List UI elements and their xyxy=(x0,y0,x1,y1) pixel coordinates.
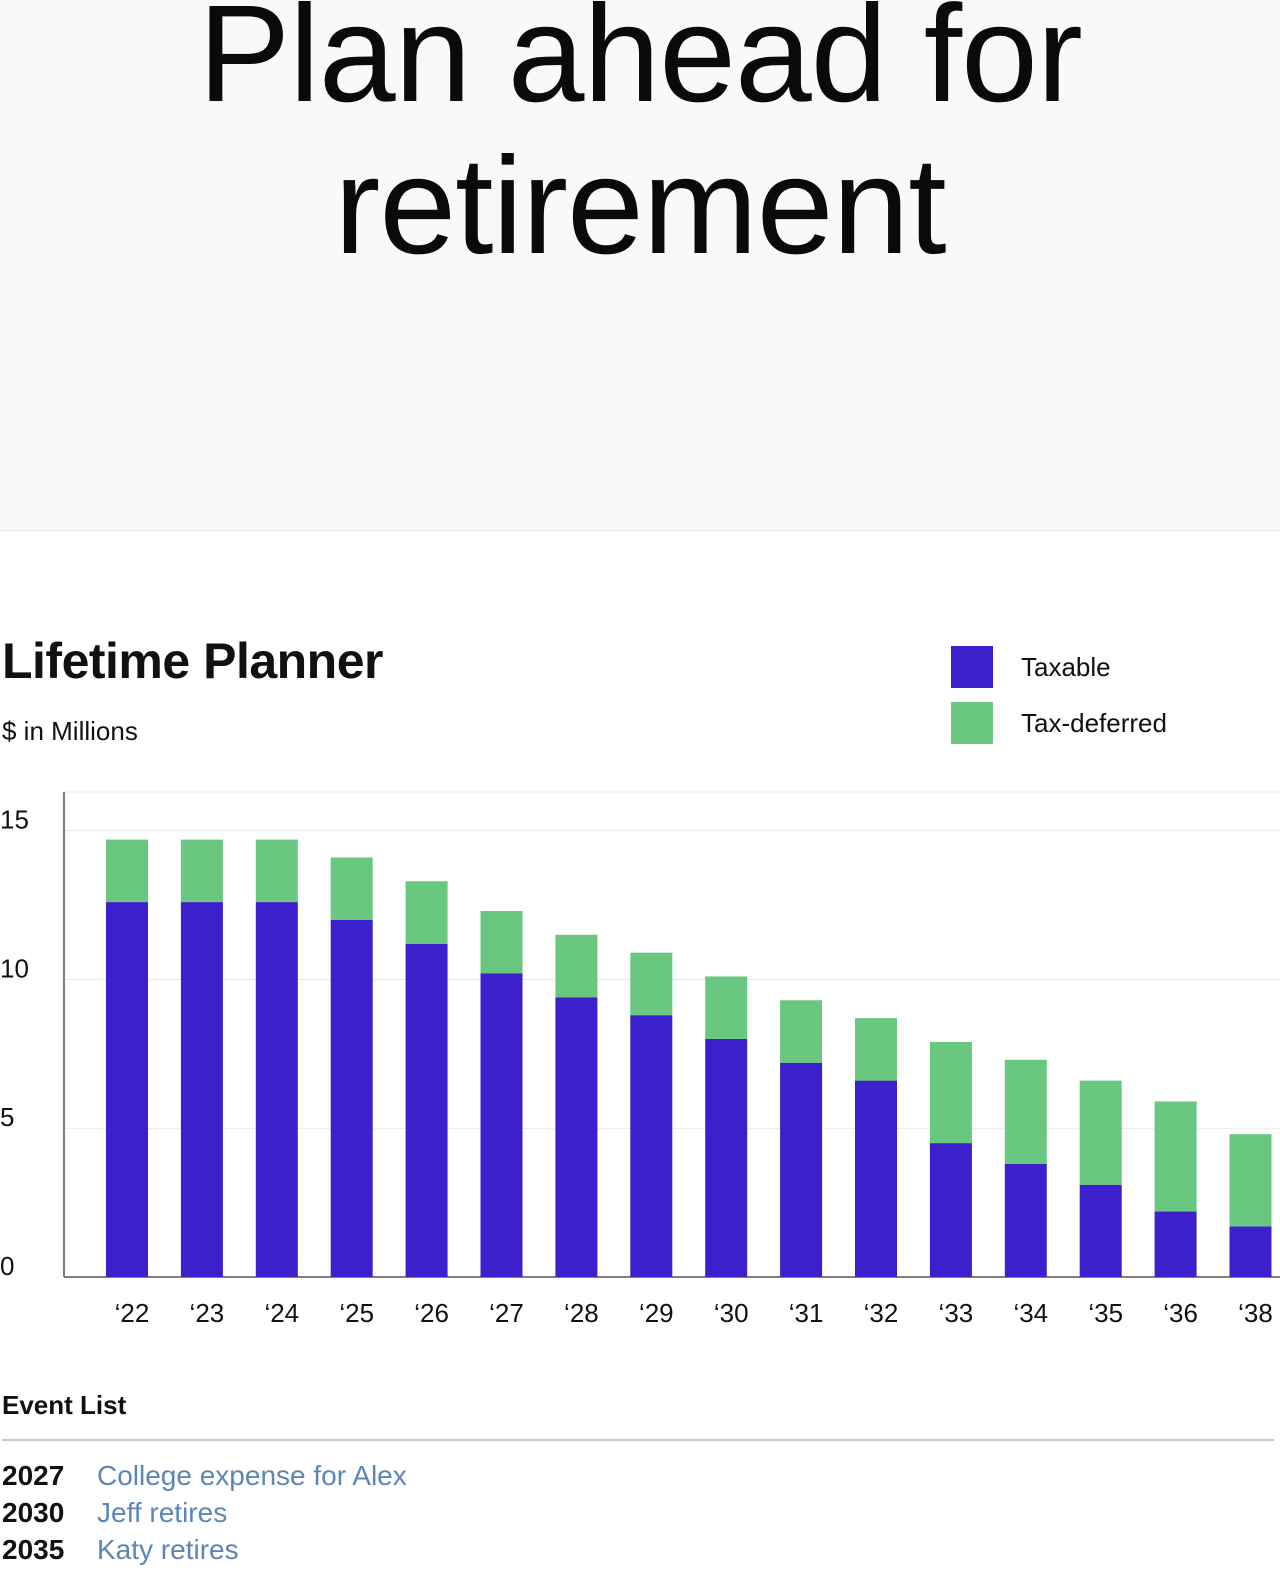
y-tick-label: 0 xyxy=(0,1251,14,1281)
event-list-divider xyxy=(2,1439,1274,1441)
legend-item-tax-deferred: Tax-deferred xyxy=(951,702,1271,746)
bar-tax-deferred xyxy=(855,1018,897,1081)
hero-title-line-1: Plan ahead for xyxy=(198,0,1083,131)
x-tick-label: ‘23 xyxy=(190,1298,225,1328)
stacked-bar-chart: 0 5 10 15 ‘22 ‘23 ‘24 ‘25 ‘26 ‘27 ‘28 ‘29 ‘30 ‘31 ‘32 ‘… xyxy=(0,791,1280,1328)
bar-taxable xyxy=(1154,1211,1197,1277)
bar-taxable xyxy=(480,973,523,1277)
x-tick-label: ‘33 xyxy=(939,1298,974,1328)
bar-taxable xyxy=(106,902,148,1277)
bar-tax-deferred xyxy=(106,839,148,903)
bar-tax-deferred xyxy=(780,1000,823,1063)
bar-taxable xyxy=(405,943,448,1277)
bar-taxable xyxy=(330,919,373,1277)
bar-tax-deferred xyxy=(929,1041,972,1144)
bar-taxable xyxy=(255,902,298,1277)
hero-title: Plan ahead for retirement xyxy=(0,0,1280,282)
bar-taxable xyxy=(705,1038,748,1277)
event-list-title: Event List xyxy=(2,1390,127,1420)
x-tick-label: ‘28 xyxy=(564,1298,599,1328)
hero-banner: Plan ahead for retirement xyxy=(0,0,1280,531)
bar-taxable xyxy=(929,1143,972,1277)
planner-title: Lifetime Planner xyxy=(2,633,384,689)
x-tick-label: ‘29 xyxy=(639,1298,674,1328)
x-tick-label: ‘34 xyxy=(1013,1298,1048,1328)
bar-tax-deferred xyxy=(330,857,373,920)
bar-tax-deferred xyxy=(1154,1101,1197,1212)
bar-tax-deferred xyxy=(480,911,523,974)
y-tick-label: 10 xyxy=(0,953,29,983)
bar-taxable xyxy=(1229,1226,1272,1277)
bar-tax-deferred xyxy=(180,839,223,903)
x-tick-label: ‘32 xyxy=(864,1298,899,1328)
event-label[interactable]: Katy retires xyxy=(97,1534,239,1565)
bar-tax-deferred xyxy=(705,976,748,1039)
x-tick-label: ‘25 xyxy=(339,1298,374,1328)
bar-tax-deferred xyxy=(1079,1080,1122,1185)
legend-swatch-tax-deferred xyxy=(951,702,993,744)
x-tick-label: ‘26 xyxy=(414,1298,449,1328)
bar-taxable xyxy=(180,902,223,1277)
event-year: 2030 xyxy=(2,1497,65,1528)
bar-tax-deferred xyxy=(405,881,448,944)
x-tick-label: ‘35 xyxy=(1088,1298,1123,1328)
x-tick-label: ‘31 xyxy=(789,1298,824,1328)
x-tick-label: ‘24 xyxy=(264,1298,299,1328)
bar-taxable xyxy=(1079,1184,1122,1277)
bar-tax-deferred xyxy=(1004,1059,1047,1164)
bar-taxable xyxy=(1004,1163,1047,1277)
x-tick-label: ‘30 xyxy=(714,1298,749,1328)
legend-item-taxable: Taxable xyxy=(951,646,1271,690)
bar-tax-deferred xyxy=(555,934,598,998)
bar-taxable xyxy=(630,1015,673,1277)
x-tick-label: ‘22 xyxy=(115,1298,150,1328)
bar-taxable xyxy=(855,1080,897,1277)
legend-label-taxable: Taxable xyxy=(1021,652,1111,682)
event-label[interactable]: Jeff retires xyxy=(97,1497,228,1528)
y-tick-label: 15 xyxy=(0,805,29,835)
event-year: 2027 xyxy=(2,1460,65,1491)
event-year: 2035 xyxy=(2,1534,65,1565)
planner-subtitle: $ in Millions xyxy=(2,716,138,746)
bar-tax-deferred xyxy=(630,952,673,1016)
bar-taxable xyxy=(555,997,598,1277)
bar-taxable xyxy=(780,1062,823,1277)
legend-label-tax-deferred: Tax-deferred xyxy=(1021,708,1167,738)
bar-tax-deferred xyxy=(1229,1134,1272,1227)
bar-tax-deferred xyxy=(255,839,298,903)
legend-swatch-taxable xyxy=(951,646,993,688)
y-tick-label: 5 xyxy=(0,1102,14,1132)
x-tick-label: ‘36 xyxy=(1163,1298,1198,1328)
hero-title-line-2: retirement xyxy=(334,129,946,283)
x-tick-label: ‘38 xyxy=(1238,1298,1273,1328)
x-tick-label: ‘27 xyxy=(489,1298,524,1328)
event-label[interactable]: College expense for Alex xyxy=(97,1460,407,1491)
